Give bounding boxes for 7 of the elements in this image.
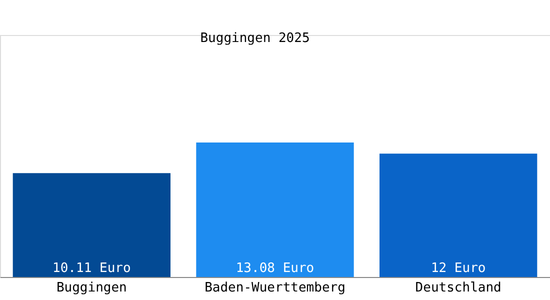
x-tick-label: Buggingen	[56, 280, 127, 296]
x-tick-label: Deutschland	[415, 280, 502, 296]
chart-title: Buggingen 2025	[200, 31, 310, 46]
x-tick-label: Baden-Wuerttemberg	[204, 280, 346, 296]
data-label: 10.11 Euro	[52, 261, 131, 276]
data-label: 12 Euro	[430, 261, 486, 276]
data-label: 13.08 Euro	[236, 261, 314, 276]
